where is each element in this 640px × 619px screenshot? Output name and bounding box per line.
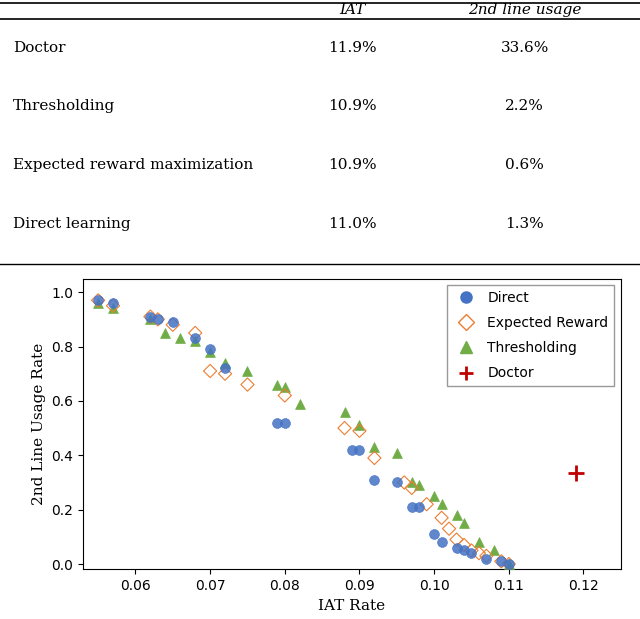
Point <box>190 336 200 346</box>
X-axis label: IAT Rate: IAT Rate <box>319 599 385 613</box>
Point <box>272 418 282 428</box>
Point <box>243 366 253 376</box>
Point <box>436 500 447 509</box>
Point <box>444 524 454 534</box>
Point <box>451 510 461 520</box>
Point <box>451 543 461 553</box>
Text: Expected reward maximization: Expected reward maximization <box>13 158 253 172</box>
Point <box>168 320 178 330</box>
Point <box>414 480 424 490</box>
Point <box>451 535 461 545</box>
Point <box>459 518 469 528</box>
Point <box>220 369 230 379</box>
Point <box>190 328 200 338</box>
Point <box>429 491 439 501</box>
Point <box>481 551 492 561</box>
Point <box>474 537 484 547</box>
Point <box>272 379 282 389</box>
Point <box>489 545 499 555</box>
Point <box>93 295 103 305</box>
Point <box>355 420 365 430</box>
Point <box>205 347 215 357</box>
Point <box>153 314 163 324</box>
Point <box>392 448 402 457</box>
Point <box>175 334 186 344</box>
Point <box>205 344 215 354</box>
Point <box>422 500 432 509</box>
Point <box>168 317 178 327</box>
Point <box>369 442 380 452</box>
Point <box>190 334 200 344</box>
Point <box>459 545 469 555</box>
Text: Thresholding: Thresholding <box>13 100 115 113</box>
Point <box>243 379 253 389</box>
Text: 11.9%: 11.9% <box>328 41 376 55</box>
Point <box>220 358 230 368</box>
Point <box>280 418 290 428</box>
Point <box>369 453 380 463</box>
Point <box>481 553 492 563</box>
Point <box>280 383 290 392</box>
Text: 10.9%: 10.9% <box>328 158 376 172</box>
Point <box>108 298 118 308</box>
Point <box>93 298 103 308</box>
Point <box>504 559 514 569</box>
Text: 10.9%: 10.9% <box>328 100 376 113</box>
Point <box>496 556 506 566</box>
Point <box>153 314 163 324</box>
Text: 33.6%: 33.6% <box>500 41 549 55</box>
Point <box>280 391 290 400</box>
Point <box>429 529 439 539</box>
Point <box>467 548 477 558</box>
Point <box>406 477 417 487</box>
Point <box>108 301 118 311</box>
Point <box>459 540 469 550</box>
Point <box>145 311 156 321</box>
Point <box>355 426 365 436</box>
Point <box>406 483 417 493</box>
Point <box>145 314 156 324</box>
Point <box>347 445 357 455</box>
Text: 11.0%: 11.0% <box>328 217 376 231</box>
Text: IAT: IAT <box>339 3 365 17</box>
Text: Doctor: Doctor <box>13 41 65 55</box>
Point <box>145 311 156 321</box>
Text: 0.6%: 0.6% <box>506 158 544 172</box>
Point <box>436 537 447 547</box>
Text: 1.3%: 1.3% <box>506 217 544 231</box>
Point <box>504 559 514 569</box>
Point <box>108 303 118 313</box>
Legend: Direct, Expected Reward, Thresholding, Doctor: Direct, Expected Reward, Thresholding, D… <box>447 285 614 386</box>
Text: Direct learning: Direct learning <box>13 217 131 231</box>
Point <box>496 556 506 566</box>
Point <box>93 295 103 305</box>
Point <box>474 548 484 558</box>
Point <box>339 407 349 417</box>
Y-axis label: 2nd Line Usage Rate: 2nd Line Usage Rate <box>32 343 46 505</box>
Point <box>339 423 349 433</box>
Point <box>369 475 380 485</box>
Point <box>160 328 170 338</box>
Point <box>220 363 230 373</box>
Point <box>414 502 424 512</box>
Point <box>571 468 581 478</box>
Point <box>294 399 305 409</box>
Point <box>504 559 514 569</box>
Point <box>355 445 365 455</box>
Point <box>406 502 417 512</box>
Point <box>467 545 477 555</box>
Text: 2.2%: 2.2% <box>506 100 544 113</box>
Point <box>205 366 215 376</box>
Text: 2nd line usage: 2nd line usage <box>468 3 582 17</box>
Point <box>399 477 410 487</box>
Point <box>392 477 402 487</box>
Point <box>436 513 447 523</box>
